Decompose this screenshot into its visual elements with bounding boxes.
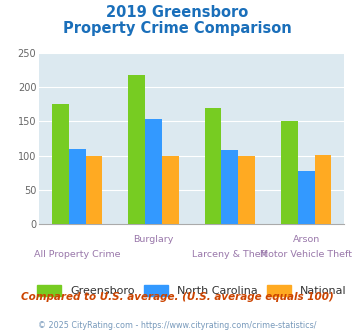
Bar: [238, 156, 255, 224]
Bar: [315, 155, 331, 224]
Bar: [222, 150, 238, 224]
Bar: [86, 156, 102, 224]
Text: Larceny & Theft: Larceny & Theft: [192, 250, 268, 259]
Bar: [205, 108, 222, 224]
Bar: [145, 119, 162, 224]
Text: Motor Vehicle Theft: Motor Vehicle Theft: [260, 250, 352, 259]
Text: © 2025 CityRating.com - https://www.cityrating.com/crime-statistics/: © 2025 CityRating.com - https://www.city…: [38, 321, 317, 330]
Bar: [298, 171, 315, 224]
Text: Arson: Arson: [293, 235, 320, 244]
Text: Burglary: Burglary: [133, 235, 174, 244]
Text: Property Crime Comparison: Property Crime Comparison: [63, 21, 292, 36]
Text: All Property Crime: All Property Crime: [34, 250, 120, 259]
Text: Compared to U.S. average. (U.S. average equals 100): Compared to U.S. average. (U.S. average …: [21, 292, 334, 302]
Bar: [52, 104, 69, 224]
Legend: Greensboro, North Carolina, National: Greensboro, North Carolina, National: [37, 285, 346, 296]
Text: 2019 Greensboro: 2019 Greensboro: [106, 5, 248, 20]
Bar: [162, 156, 179, 224]
Bar: [129, 75, 145, 224]
Bar: [281, 121, 298, 224]
Bar: [69, 149, 86, 224]
